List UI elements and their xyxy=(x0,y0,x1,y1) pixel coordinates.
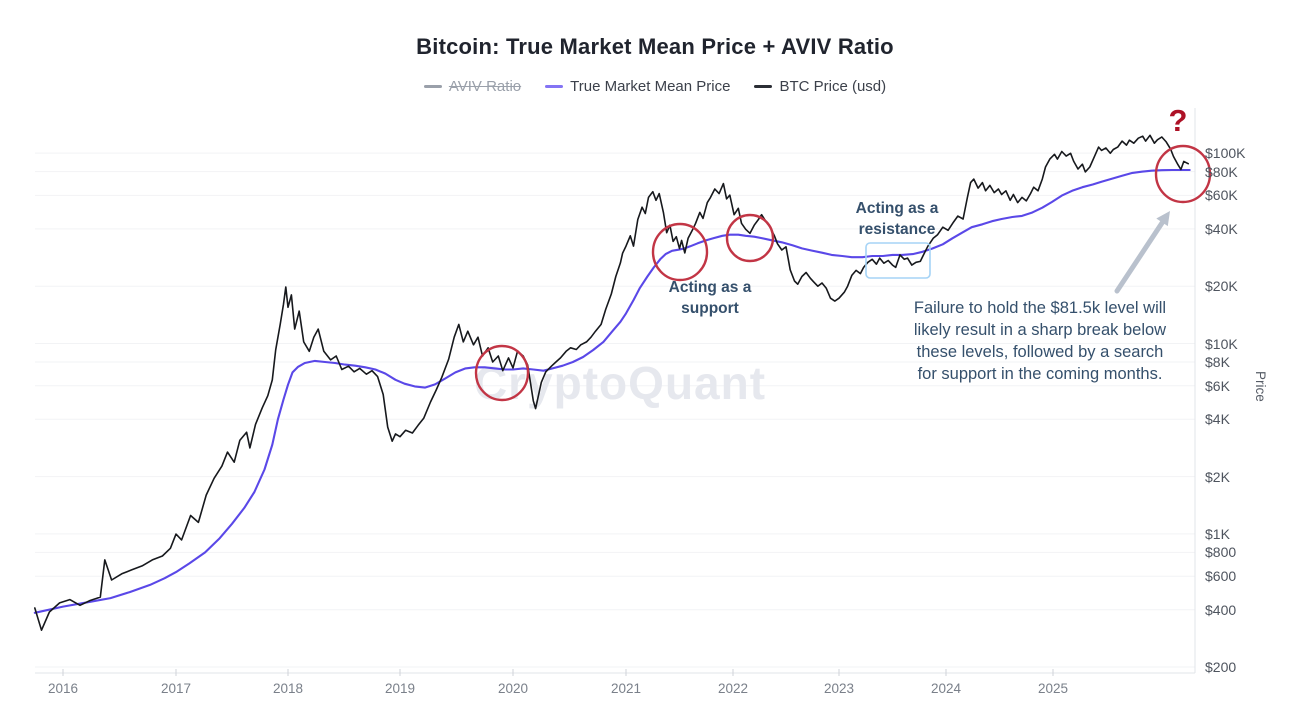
y-axis-tick-label: $6K xyxy=(1205,377,1230,394)
annotation-resistance-line1: Acting as a xyxy=(855,200,939,217)
true-market-mean-price-line xyxy=(33,168,1191,614)
y-axis-tick-label: $400 xyxy=(1205,601,1237,618)
x-axis-tick-label: 2020 xyxy=(497,681,529,696)
y-axis-tick-label: $600 xyxy=(1205,568,1237,585)
annotation-failure-line1: Failure to hold the $81.5k level will xyxy=(913,299,1167,317)
y-axis-tick-label: $60K xyxy=(1205,187,1238,204)
legend-item-true-market-mean[interactable]: True Market Mean Price xyxy=(545,78,730,95)
annotation-acting-as-resistance: Acting as a resistance xyxy=(817,198,977,240)
support-circle-2021 xyxy=(651,222,709,282)
y-axis-tick-label: $20K xyxy=(1205,278,1238,295)
y-axis-tick-label: $4K xyxy=(1205,411,1230,428)
cryptoquant-watermark: CryptoQuant xyxy=(473,357,767,409)
annotation-failure-line4: for support in the coming months. xyxy=(917,365,1163,383)
legend-label-aviv-ratio: AVIV Ratio xyxy=(448,78,522,95)
annotation-acting-as-support: Acting as a support xyxy=(630,277,790,319)
annotation-failure-line3: these levels, followed by a search xyxy=(916,343,1164,361)
legend-item-aviv-ratio[interactable]: AVIV Ratio xyxy=(423,78,522,95)
pointer-arrow-icon xyxy=(1114,211,1170,294)
x-axis-tick-label: 2021 xyxy=(610,681,642,696)
legend-label-btc-price: BTC Price (usd) xyxy=(779,78,887,95)
chart-title: Bitcoin: True Market Mean Price + AVIV R… xyxy=(416,34,894,59)
x-axis-tick-label: 2024 xyxy=(930,681,962,696)
gridlines-group xyxy=(35,152,1195,668)
resistance-highlight-box xyxy=(865,242,931,279)
y-axis-tick-label: $8K xyxy=(1205,353,1230,370)
y-axis-tick-label: $800 xyxy=(1205,544,1237,561)
annotation-support-line2: support xyxy=(681,300,739,317)
y-axis-tick-label: $10K xyxy=(1205,335,1238,352)
support-circle-2022 xyxy=(725,213,775,263)
y-axis-tick-label: $40K xyxy=(1205,220,1238,237)
question-mark-annotation: ? xyxy=(1168,103,1188,138)
x-axis-ticks-group xyxy=(62,669,1054,676)
annotation-support-line1: Acting as a xyxy=(668,279,752,296)
y-axis-title: Price xyxy=(1253,371,1268,402)
legend-swatch-true-market-mean-icon xyxy=(545,85,564,88)
x-axis-tick-label: 2023 xyxy=(823,681,855,696)
legend-swatch-aviv-ratio-icon xyxy=(423,85,442,88)
support-circle-2019 xyxy=(474,344,530,402)
y-axis-tick-label: $200 xyxy=(1205,659,1237,675)
x-axis-tick-label: 2017 xyxy=(160,681,192,696)
chart-legend: AVIV Ratio True Market Mean Price BTC Pr… xyxy=(0,78,1310,95)
x-axis-tick-label: 2019 xyxy=(384,681,416,696)
y-axis-tick-label: $100K xyxy=(1205,145,1246,162)
y-axis-tick-label: $2K xyxy=(1205,468,1230,485)
annotation-failure-line2: likely result in a sharp break below xyxy=(913,321,1167,339)
y-axis-tick-label: $1K xyxy=(1205,525,1230,542)
x-axis-tick-label: 2022 xyxy=(717,681,749,696)
breakdown-circle-2025 xyxy=(1154,144,1212,204)
x-axis-tick-label: 2018 xyxy=(272,681,304,696)
x-axis-tick-label: 2025 xyxy=(1037,681,1069,696)
y-axis-tick-label: $80K xyxy=(1205,163,1238,180)
legend-item-btc-price[interactable]: BTC Price (usd) xyxy=(754,78,886,95)
x-axis-tick-label: 2016 xyxy=(47,681,79,696)
legend-swatch-btc-price-icon xyxy=(754,85,773,88)
legend-label-true-market-mean: True Market Mean Price xyxy=(570,78,731,95)
annotation-resistance-line2: resistance xyxy=(858,221,936,238)
annotation-failure-note: Failure to hold the $81.5k level will li… xyxy=(892,297,1188,385)
